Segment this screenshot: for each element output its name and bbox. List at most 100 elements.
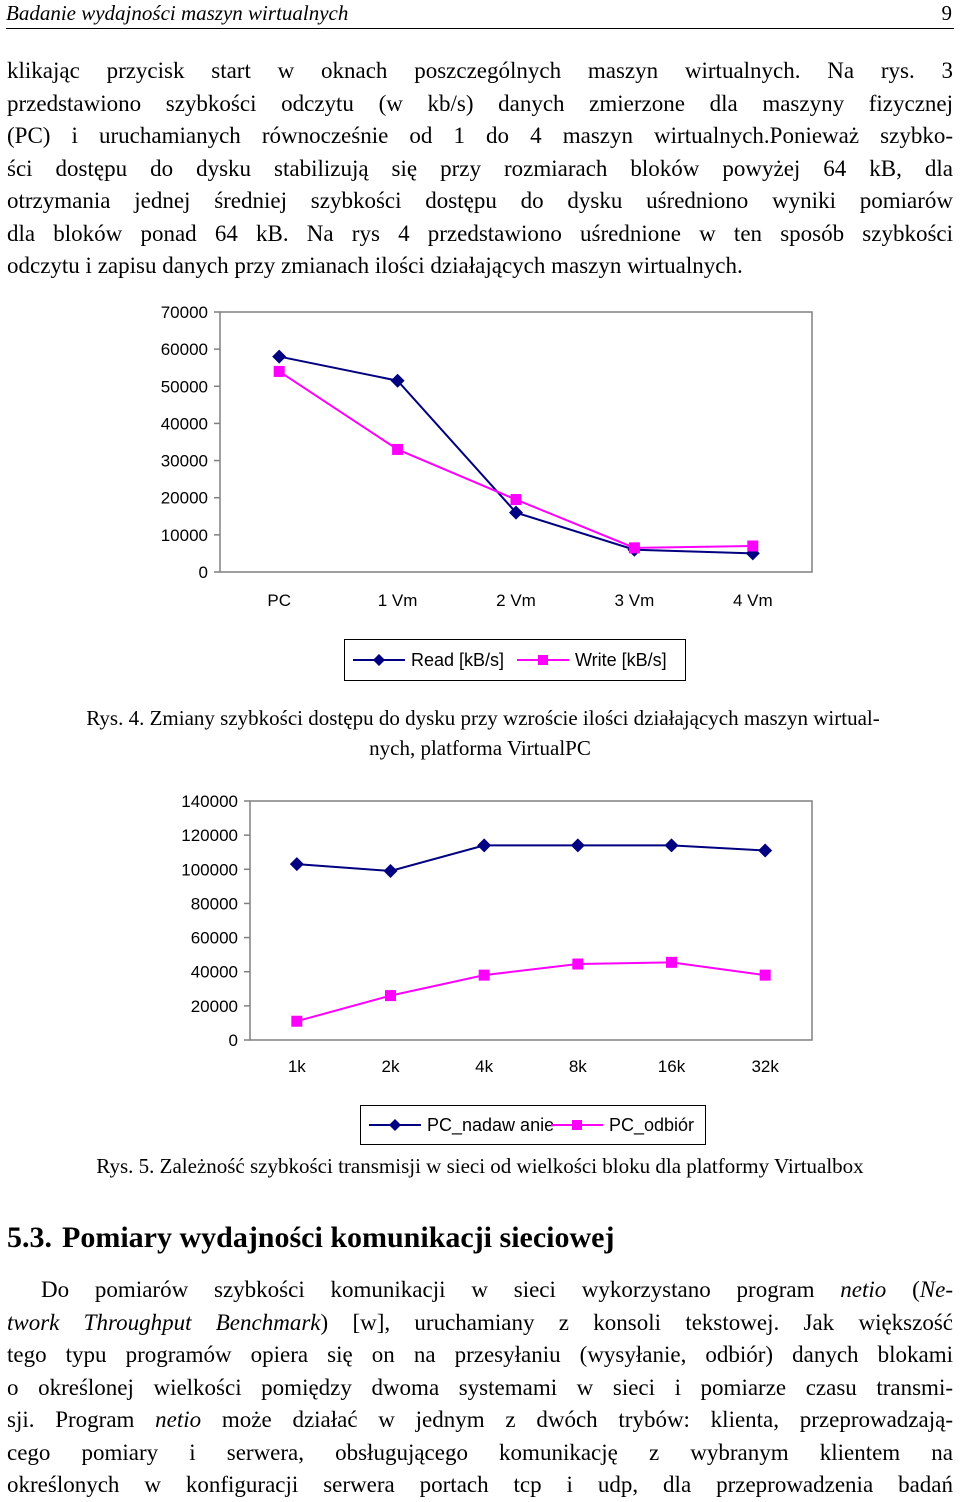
page-number: 9: [941, 1, 953, 25]
data-point-square: [385, 990, 396, 1002]
series-line-1: [296, 961, 766, 1023]
series-line-0: [279, 355, 753, 555]
intro-line: ści dostępu do dysku stabilizują się prz…: [7, 155, 953, 181]
body-line: sji. Program netio może działać w jednym…: [7, 1404, 953, 1437]
data-point-square: [273, 365, 285, 377]
data-point-square: [666, 956, 677, 968]
data-point-diamond: [390, 373, 405, 388]
intro-line: (PC) i uruchamianych równocześnie od 1 d…: [7, 123, 953, 148]
y-tick-label: 10000: [161, 526, 208, 545]
diamond-marker-icon: [369, 1119, 421, 1131]
x-tick-label: 8k: [569, 1057, 587, 1076]
data-point-diamond: [383, 863, 398, 878]
legend-label-receive: PC_odbiór: [609, 1114, 695, 1135]
series-line-0: [296, 844, 766, 873]
data-point-square: [572, 958, 584, 970]
data-point-diamond: [664, 838, 679, 853]
data-point-square: [291, 1015, 303, 1027]
chart-rys4: 70000 60000 50000 40000 30000 20000 10000 0 PC 1 …: [0, 295, 960, 695]
x-tick-label: 2k: [382, 1057, 400, 1076]
y-tick-label: 50000: [161, 377, 208, 396]
x-tick-label: 16k: [658, 1057, 686, 1076]
data-point-square: [478, 969, 490, 981]
intro-line: klikając przycisk start w oknach poszcze…: [7, 58, 953, 83]
figure-caption-5: Rys. 5. Zależność szybkości transmisji w…: [0, 1151, 960, 1181]
plot-frame: [249, 800, 813, 1041]
legend-label-read: Read [kB/s]: [411, 649, 505, 670]
intro-line: otrzymania jednej średniej szybkości dos…: [7, 188, 953, 213]
data-point-square: [628, 542, 640, 554]
legend-item-read: Read [kB/s]: [353, 640, 504, 680]
chart-rys4-plot: 70000 60000 50000 40000 30000 20000 10000 0 PC 1 …: [161, 303, 813, 610]
caption-4-line-1: Rys. 4. Zmiany szybkości dostępu do dysk…: [86, 706, 880, 730]
program-name: netio: [155, 1407, 202, 1432]
chart-rys5: 140000 120000 100000 80000 60000 40000 20000 0 1…: [0, 785, 960, 1145]
x-tick-label: PC: [267, 591, 291, 610]
intro-line: przedstawiono szybkości odczytu (w kb/s)…: [7, 90, 953, 116]
body-line: twork Throughput Benchmark) [w], urucham…: [7, 1307, 953, 1340]
body-text: ) [w], uruchamiany z konsoli tekstowej. …: [320, 1309, 954, 1335]
chart-rys5-plot: 140000 120000 100000 80000 60000 40000 20000 0 1…: [181, 792, 813, 1076]
legend-label-send: PC_nadaw anie: [427, 1114, 555, 1135]
data-point-diamond: [289, 857, 304, 872]
program-fullname: twork Throughput Benchmark: [7, 1309, 321, 1335]
y-tick-label: 0: [199, 563, 208, 582]
section-heading: 5.3. Pomiary wydajności komunikacji sieci…: [7, 1220, 614, 1256]
chart-rys5-legend: PC_nadaw anie PC_odbiór: [360, 1105, 706, 1145]
body-text: może działać w jednym z dwóch trybów: kl…: [201, 1407, 953, 1432]
series-line-1: [278, 370, 753, 549]
program-fullname: Ne-: [919, 1277, 953, 1302]
data-point-diamond: [758, 843, 773, 858]
intro-paragraph: klikając przycisk start w oknach poszcze…: [7, 55, 953, 283]
x-tick-label: 1k: [288, 1057, 306, 1076]
data-point-diamond: [570, 838, 585, 853]
plot-frame: [219, 311, 813, 573]
legend-item-write: Write [kB/s]: [517, 640, 667, 680]
legend-item-send: PC_nadaw anie: [369, 1106, 554, 1144]
data-point-square: [747, 540, 759, 552]
chart-rys4-legend: Read [kB/s] Write [kB/s]: [344, 639, 686, 681]
y-tick-label: 30000: [161, 452, 208, 471]
y-tick-label: 70000: [161, 303, 208, 322]
data-point-diamond: [509, 505, 523, 520]
legend-label-write: Write [kB/s]: [575, 649, 667, 670]
diamond-marker-icon: [353, 654, 405, 666]
square-marker-icon: [551, 1120, 603, 1130]
body-line: Do pomiarów szybkości komunikacji w siec…: [7, 1274, 953, 1307]
intro-line: dla bloków ponad 64 kB. Na rys 4 przedst…: [7, 220, 953, 246]
square-marker-icon: [517, 655, 569, 665]
caption-5-line: Rys. 5. Zależność szybkości transmisji w…: [96, 1154, 864, 1178]
y-tick-label: 20000: [161, 489, 208, 508]
data-point-diamond: [272, 349, 287, 364]
data-point-square: [510, 494, 522, 506]
y-tick-label: 140000: [181, 792, 238, 811]
y-tick-label: 40000: [161, 414, 208, 433]
x-tick-label: 32k: [751, 1057, 779, 1076]
body-line: tego typu programów opiera się on na prz…: [7, 1342, 953, 1367]
caption-4-line-2: nych, platforma VirtualPC: [369, 736, 591, 760]
intro-line: odczytu i zapisu danych przy zmianach il…: [7, 253, 743, 278]
x-tick-label: 1 Vm: [378, 591, 418, 610]
section-number: 5.3.: [7, 1221, 52, 1254]
figure-caption-4: Rys. 4. Zmiany szybkości dostępu do dysk…: [0, 703, 960, 763]
legend-item-receive: PC_odbiór: [551, 1106, 694, 1144]
y-tick-label: 40000: [191, 963, 238, 982]
data-point-diamond: [477, 838, 492, 853]
body-line: cego pomiary i serwera, obsługującego ko…: [7, 1439, 953, 1465]
y-tick-label: 0: [229, 1031, 238, 1050]
y-tick-label: 60000: [161, 340, 208, 359]
x-tick-label: 4k: [475, 1057, 493, 1076]
section-title: Pomiary wydajności komunikacji sieciowej: [62, 1221, 615, 1254]
y-tick-label: 120000: [181, 826, 238, 845]
body-text: Do pomiarów szybkości komunikacji w siec…: [41, 1277, 841, 1302]
body-line: o określonej wielkości pomiędzy dwoma sy…: [7, 1374, 953, 1400]
y-tick-label: 20000: [191, 997, 238, 1016]
body-text: (: [886, 1277, 920, 1302]
body-text: sji. Program: [7, 1407, 156, 1432]
y-tick-label: 100000: [181, 860, 238, 879]
body-line: określonych w konfiguracji serwera porta…: [7, 1472, 953, 1497]
x-tick-label: 2 Vm: [496, 591, 536, 610]
data-point-square: [392, 443, 404, 455]
y-tick-label: 80000: [191, 894, 238, 913]
body-paragraph: Do pomiarów szybkości komunikacji w siec…: [7, 1274, 953, 1502]
